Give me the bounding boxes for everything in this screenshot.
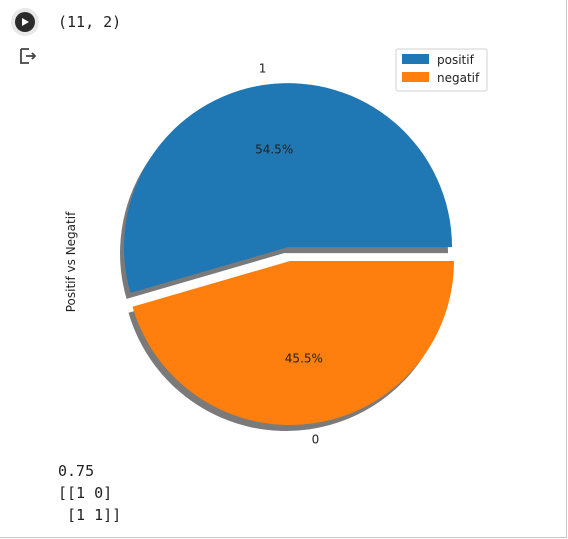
matrix-output-row-1: [[1 0] — [58, 484, 113, 502]
pct-label-positif: 54.5% — [255, 143, 293, 157]
legend-swatch-positif — [402, 54, 429, 64]
pie-slice-negatif — [132, 261, 454, 425]
pie-slice-positif — [124, 83, 453, 293]
y-axis-label: Positif vs Negatif — [64, 211, 78, 312]
legend-label-negatif: negatif — [437, 71, 480, 85]
category-label-negatif: 0 — [312, 433, 320, 447]
legend-label-positif: positif — [437, 53, 475, 67]
legend: positif negatif — [395, 48, 488, 92]
category-label-positif: 1 — [259, 62, 267, 76]
shape-output: (11, 2) — [58, 13, 122, 31]
accuracy-output: 0.75 — [58, 462, 95, 480]
matrix-output-row-2: [1 1]] — [58, 506, 122, 524]
run-cell-button[interactable] — [11, 8, 39, 36]
output-arrow-icon — [20, 48, 37, 64]
play-icon — [22, 18, 29, 26]
legend-swatch-negatif — [402, 72, 429, 82]
pct-label-negatif: 45.5% — [285, 351, 323, 365]
